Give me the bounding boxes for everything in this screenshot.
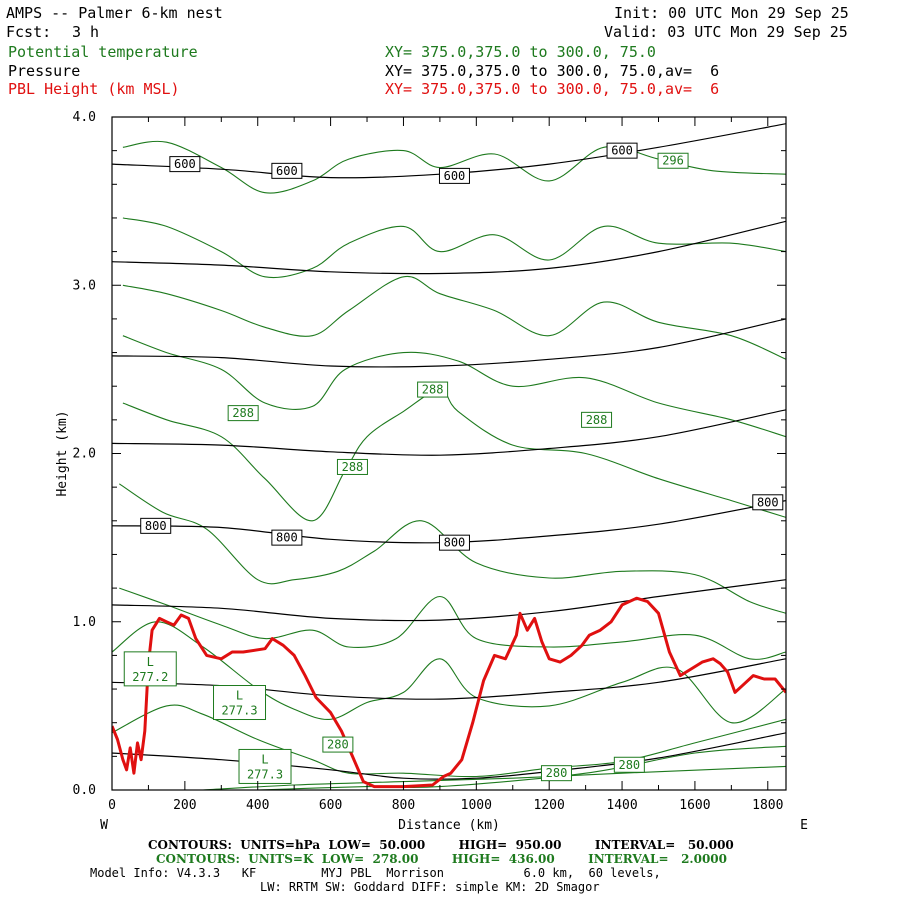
footer-model-info: Model Info: V4.3.3 KF MYJ PBL Morrison 6… (90, 866, 661, 880)
field-theta-label: Potential temperature (8, 43, 198, 61)
theta-label-1-box (657, 152, 689, 169)
x-tick-label-2: 400 (246, 798, 269, 813)
y-tick-label-2: 2.0 (73, 447, 96, 462)
y-tick-label-1: 1.0 (73, 615, 96, 630)
field-theta-xy: XY= 375.0,375.0 to 300.0, 75.0 (385, 43, 656, 61)
y-tick-label-4: 4.0 (73, 110, 96, 125)
forecast-label: Fcst: (6, 23, 52, 41)
theta-contour-6 (118, 483, 786, 614)
pressure-contour-6 (112, 579, 786, 622)
theta-label-3-box (417, 381, 449, 398)
theta-contour-10 (122, 217, 786, 279)
theta-label-8: 280 (618, 758, 640, 772)
theta-label-5-box (336, 458, 368, 475)
pressure-label-7: 800 (444, 536, 466, 550)
pressure-label-4: 600 (611, 144, 633, 158)
pressure-label-8-box (752, 494, 784, 511)
pressure-label-3-box (438, 167, 470, 184)
field-pressure-label: Pressure (8, 62, 81, 80)
pressure-label-2: 600 (276, 164, 298, 178)
pressure-label-7-box (438, 534, 470, 551)
x-tick-label-6: 1200 (534, 798, 565, 813)
theta-label-4-box (581, 411, 613, 428)
pressure-label-5: 800 (145, 519, 167, 533)
x-tick-label-1: 200 (173, 798, 196, 813)
theta-contour-5 (119, 587, 786, 660)
theta-label-8-box (613, 756, 645, 773)
field-pbl-xy: XY= 375.0,375.0 to 300.0, 75.0,av= 6 (385, 80, 720, 98)
footer-physics-info: LW: RRTM SW: Goddard DIFF: simple KM: 2D… (260, 880, 600, 894)
theta-label-1: 296 (662, 154, 684, 168)
x-tick-label-4: 800 (392, 798, 415, 813)
pressure-label-3: 600 (444, 169, 466, 183)
forecast-hour: 3 h (72, 23, 100, 41)
x-tick-label-8: 1600 (679, 798, 710, 813)
theta-contour-4 (112, 621, 786, 724)
y-axis-label: Height (km) (55, 410, 70, 496)
pressure-label-8: 800 (757, 495, 779, 509)
low-box-3 (238, 748, 292, 784)
pressure-contour-4 (112, 409, 786, 456)
x-tick-label-9: 1800 (752, 798, 783, 813)
west-end-label: W (100, 818, 108, 833)
field-pbl-label: PBL Height (km MSL) (8, 80, 180, 98)
x-axis-label: Distance (km) (398, 818, 500, 833)
field-pressure-xy: XY= 375.0,375.0 to 300.0, 75.0,av= 6 (385, 62, 720, 80)
x-tick-label-5: 1000 (461, 798, 492, 813)
pressure-label-6-box (271, 529, 303, 546)
init-time: Init: 00 UTC Mon 29 Sep 25 (614, 4, 849, 22)
theta-contour-11 (122, 140, 786, 194)
valid-time: Valid: 03 UTC Mon 29 Sep 25 (604, 23, 848, 41)
pressure-label-4-box (606, 142, 638, 159)
low-letter-2: L (236, 689, 243, 703)
theta-label-6-box (322, 736, 354, 753)
pbl-height-line (112, 596, 786, 789)
low-value-3: 277.3 (247, 767, 283, 781)
footer-pressure-contours: CONTOURS: UNITS=hPa LOW= 50.000 HIGH= 95… (148, 838, 734, 852)
theta-label-2: 288 (232, 406, 254, 420)
x-tick-label-7: 1400 (606, 798, 637, 813)
theta-label-4: 288 (586, 413, 608, 427)
low-letter-1: L (147, 655, 154, 669)
theta-label-6: 280 (327, 738, 349, 752)
east-end-label: E (800, 818, 808, 833)
low-letter-3: L (261, 752, 268, 766)
y-tick-label-0: 0.0 (73, 783, 96, 798)
pressure-contour-2 (112, 220, 786, 275)
x-tick-label-3: 600 (319, 798, 342, 813)
theta-label-7: 280 (546, 766, 568, 780)
low-value-2: 277.3 (221, 704, 257, 718)
theta-label-7-box (540, 765, 572, 782)
pressure-label-5-box (140, 517, 172, 534)
x-tick-label-0: 0 (108, 798, 116, 813)
pressure-contour-3 (112, 318, 786, 368)
theta-label-2-box (227, 405, 259, 422)
theta-contour-9 (122, 275, 786, 360)
theta-contour-8 (122, 335, 786, 438)
footer-theta-contours: CONTOURS: UNITS=K LOW= 278.00 HIGH= 436.… (156, 852, 727, 866)
low-value-1: 277.2 (132, 670, 168, 684)
theta-label-3: 288 (422, 383, 444, 397)
theta-label-5: 288 (342, 460, 364, 474)
pressure-contour-8 (112, 732, 786, 780)
pressure-label-1-box (169, 156, 201, 173)
pressure-label-1: 600 (174, 157, 196, 171)
low-box-2 (213, 685, 267, 721)
pressure-label-6: 800 (276, 531, 298, 545)
theta-contour-7 (122, 389, 786, 522)
plot-title: AMPS -- Palmer 6-km nest (6, 4, 223, 22)
y-tick-label-3: 3.0 (73, 278, 96, 293)
theta-contour-2 (257, 745, 786, 790)
low-box-1 (123, 651, 177, 687)
pressure-label-2-box (271, 162, 303, 179)
